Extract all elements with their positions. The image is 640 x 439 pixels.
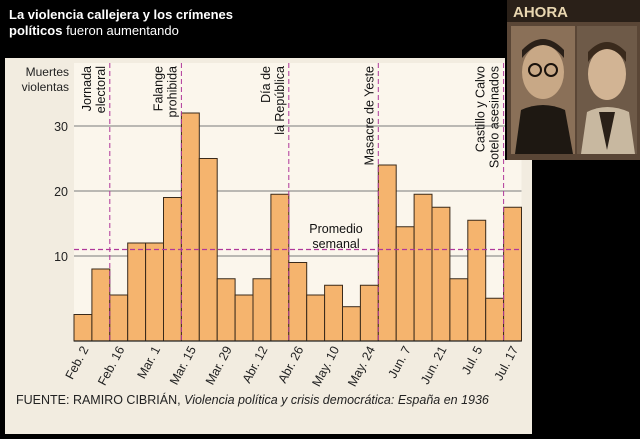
bar xyxy=(73,314,93,342)
bar xyxy=(359,284,379,342)
x-tick-label: Abr. 12 xyxy=(240,344,271,386)
average-label: Promedio semanal xyxy=(309,222,363,251)
bar xyxy=(467,219,487,342)
x-tick-label: Feb. 16 xyxy=(95,344,127,388)
bar xyxy=(503,206,523,342)
event-label: la República xyxy=(273,66,287,135)
title-bold: La violencia callejera y los crímenes po… xyxy=(9,7,234,38)
event-label: Falange xyxy=(151,66,165,111)
x-tick-label: Feb. 2 xyxy=(63,344,92,382)
y-tick-label: 20 xyxy=(54,185,68,199)
x-tick-label: Abr. 26 xyxy=(275,344,306,386)
bar xyxy=(324,284,344,342)
event-label: Día de xyxy=(259,66,273,103)
y-tick-label: 30 xyxy=(54,120,68,134)
x-tick-label: Mar. 15 xyxy=(167,344,199,387)
bar xyxy=(163,197,182,342)
bar xyxy=(449,278,469,342)
event-label: prohibida xyxy=(165,66,179,117)
event-label: electoral xyxy=(94,66,108,113)
event-label: Sotelo asesinados xyxy=(488,66,502,168)
bar xyxy=(127,242,147,342)
bar xyxy=(252,278,272,342)
x-tick-label: Mar. 29 xyxy=(203,344,235,387)
bar xyxy=(216,278,236,342)
event-label: Jornada xyxy=(80,66,94,111)
bar xyxy=(377,164,397,342)
bar xyxy=(270,193,290,342)
bar xyxy=(413,193,433,342)
source-title: Violencia política y crisis democrática:… xyxy=(184,393,489,407)
y-axis-label: Muertes violentas xyxy=(22,65,69,94)
chart-title: La violencia callejera y los crímenes po… xyxy=(9,7,269,39)
event-label: Castillo y Calvo xyxy=(474,66,488,152)
bar xyxy=(145,242,165,342)
event-label: Masacre de Yeste xyxy=(362,66,376,165)
photo-inset: AHORA xyxy=(505,0,640,160)
x-tick-label: May. 10 xyxy=(309,344,342,389)
photo-masthead: AHORA xyxy=(513,4,568,21)
x-tick-label: Jul. 5 xyxy=(459,344,485,377)
bar xyxy=(91,268,111,342)
x-tick-label: Jun. 7 xyxy=(385,344,413,381)
x-tick-label: May. 24 xyxy=(345,344,378,389)
bar xyxy=(288,262,308,342)
bar xyxy=(306,294,326,342)
bar xyxy=(485,297,505,342)
y-tick-label: 10 xyxy=(54,250,68,264)
bar xyxy=(395,226,415,342)
source-prefix: FUENTE: RAMIRO CIBRIÁN, xyxy=(16,393,185,407)
title-rest: fueron aumentando xyxy=(62,23,179,38)
bar xyxy=(180,112,200,342)
bar xyxy=(342,306,361,342)
bar xyxy=(234,294,254,342)
portrait-photo: AHORA xyxy=(507,0,640,160)
x-tick-label: Jun. 21 xyxy=(418,344,450,387)
x-tick-label: Mar. 1 xyxy=(135,344,164,381)
bar xyxy=(109,294,129,342)
source-note: FUENTE: RAMIRO CIBRIÁN, Violencia políti… xyxy=(16,392,516,408)
bar xyxy=(431,206,451,342)
x-tick-label: Jul. 17 xyxy=(492,344,522,383)
